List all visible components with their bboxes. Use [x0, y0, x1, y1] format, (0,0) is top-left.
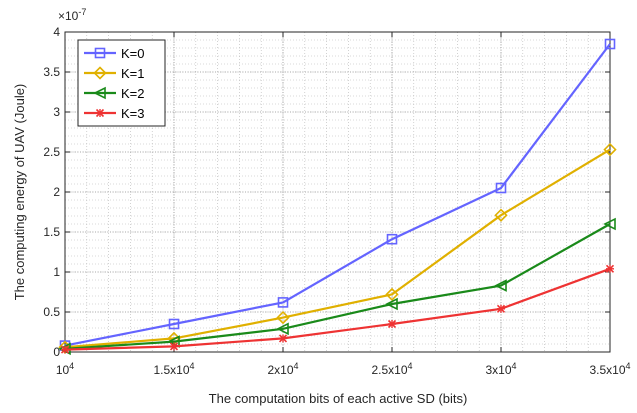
data-point-marker	[60, 345, 70, 354]
series-line	[64, 223, 611, 350]
data-point-marker	[603, 217, 616, 231]
data-point-marker	[494, 279, 507, 292]
legend-marker	[93, 86, 106, 100]
x-tick-label: 2.5x104	[371, 361, 412, 377]
y-tick-label: 1.5	[43, 225, 60, 239]
x-tick-label: 3.5x104	[589, 361, 630, 377]
legend-entry: K=3	[84, 106, 145, 121]
data-point-marker	[387, 319, 397, 329]
legend-marker	[93, 66, 107, 80]
x-tick-label: 3x104	[485, 361, 516, 377]
series-line	[64, 43, 611, 347]
legend-entry: K=2	[84, 86, 145, 101]
legend-label: K=1	[121, 66, 145, 81]
data-point-marker	[276, 322, 289, 336]
y-tick-label: 2.5	[43, 145, 60, 159]
x-axis-title: The computation bits of each active SD (…	[209, 391, 468, 406]
legend-entry: K=1	[84, 66, 145, 81]
data-point-marker	[277, 297, 289, 308]
data-point-marker	[168, 318, 180, 330]
series	[58, 38, 617, 356]
data-point-marker	[276, 310, 290, 325]
data-point-marker	[603, 142, 617, 157]
y-tick-label: 3.5	[43, 65, 60, 79]
data-point-marker	[278, 334, 288, 343]
legend-box	[77, 39, 166, 127]
legend-label: K=3	[121, 106, 145, 121]
y-tick-label: 1	[53, 265, 60, 279]
legend: K=0 K=1 K=2 K=3	[77, 39, 166, 127]
legend-label: K=0	[121, 46, 145, 61]
y-tick-label: 0	[53, 345, 60, 359]
x-tick-label: 2x104	[267, 361, 298, 377]
x-tick-label: 1.5x104	[153, 361, 194, 377]
data-point-marker	[169, 342, 179, 351]
legend-marker	[95, 108, 105, 118]
legend-label: K=2	[121, 86, 145, 101]
x-tick-label: 104	[56, 361, 74, 377]
data-point-marker	[385, 297, 398, 311]
series-line	[64, 267, 611, 351]
legend-entry: K=0	[84, 46, 145, 61]
data-point-marker	[496, 304, 506, 313]
y-tick-label: 3	[53, 105, 60, 119]
y-tick-label: 2	[53, 185, 60, 199]
axis-ticks: 104 1.5x104 2x104 2.5x104 3x104 3.5x104 0 0.5 1 1…	[43, 25, 630, 377]
data-point-marker	[605, 264, 615, 273]
data-point-marker	[494, 208, 508, 222]
series-3	[60, 264, 615, 354]
y-tick-label: 4	[53, 25, 60, 39]
legend-marker	[94, 47, 106, 59]
series-line	[64, 148, 611, 349]
y-axis-exponent: ×10-7	[58, 7, 86, 23]
data-point-marker	[495, 182, 507, 194]
data-point-marker	[386, 233, 398, 245]
y-axis-title: The computing energy of UAV (Joule)	[12, 84, 27, 301]
data-point-marker	[385, 287, 399, 302]
y-tick-label: 0.5	[43, 305, 60, 319]
data-point-marker	[604, 38, 616, 50]
